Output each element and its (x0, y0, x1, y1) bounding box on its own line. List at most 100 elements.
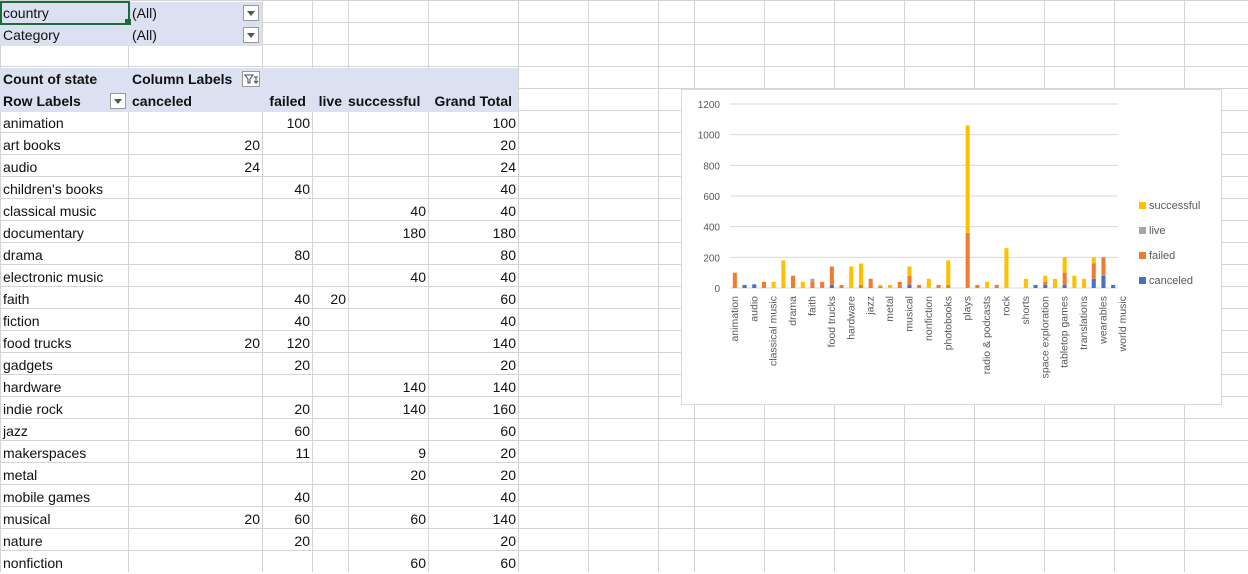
cell-successful[interactable]: 40 (410, 203, 426, 219)
cell-canceled[interactable]: 24 (244, 159, 260, 175)
cell-canceled[interactable] (132, 354, 260, 376)
cell-failed[interactable] (262, 464, 310, 486)
column-labels-header[interactable]: Column Labels (132, 71, 233, 87)
cell-live[interactable] (312, 398, 346, 420)
cell-failed[interactable]: 40 (294, 313, 310, 329)
country-dropdown-icon[interactable] (243, 5, 259, 21)
row-label[interactable]: hardware (3, 379, 62, 395)
row-label[interactable]: nature (3, 533, 43, 549)
row-label[interactable]: gadgets (3, 357, 53, 373)
cell-live[interactable] (312, 244, 346, 266)
row-label[interactable]: animation (3, 115, 64, 131)
cell-successful[interactable] (348, 486, 426, 508)
cell-live[interactable]: 20 (330, 291, 346, 307)
cell-canceled[interactable] (132, 464, 260, 486)
cell-successful[interactable] (348, 178, 426, 200)
row-label[interactable]: nonfiction (3, 555, 63, 571)
row-label[interactable]: fiction (3, 313, 40, 329)
cell-canceled[interactable] (132, 200, 260, 222)
row-label[interactable]: electronic music (3, 269, 104, 285)
filter-value-category[interactable]: (All) (132, 27, 157, 43)
cell-canceled[interactable] (132, 442, 260, 464)
cell-live[interactable] (312, 354, 346, 376)
cell-grand-total[interactable]: 20 (500, 467, 516, 483)
row-label[interactable]: metal (3, 467, 38, 483)
cell-live[interactable] (312, 464, 346, 486)
fill-handle[interactable] (125, 19, 131, 25)
cell-grand-total[interactable]: 140 (492, 335, 516, 351)
cell-grand-total[interactable]: 40 (500, 489, 516, 505)
cell-successful[interactable] (348, 134, 426, 156)
cell-canceled[interactable] (132, 244, 260, 266)
cell-grand-total[interactable]: 180 (492, 225, 516, 241)
cell-live[interactable] (312, 376, 346, 398)
cell-grand-total[interactable]: 20 (500, 137, 516, 153)
cell-canceled[interactable] (132, 552, 260, 574)
cell-canceled[interactable]: 20 (244, 137, 260, 153)
cell-successful[interactable]: 60 (410, 511, 426, 527)
cell-failed[interactable]: 20 (294, 357, 310, 373)
cell-failed[interactable]: 120 (286, 335, 310, 351)
cell-grand-total[interactable]: 20 (500, 445, 516, 461)
cell-live[interactable] (312, 508, 346, 530)
cell-successful[interactable] (348, 112, 426, 134)
cell-successful[interactable] (348, 310, 426, 332)
cell-successful[interactable] (348, 244, 426, 266)
cell-grand-total[interactable]: 80 (500, 247, 516, 263)
row-label[interactable]: children's books (3, 181, 103, 197)
cell-live[interactable] (312, 156, 346, 178)
cell-live[interactable] (312, 332, 346, 354)
cell-successful[interactable] (348, 288, 426, 310)
cell-grand-total[interactable]: 100 (492, 115, 516, 131)
cell-failed[interactable] (262, 134, 310, 156)
cell-grand-total[interactable]: 60 (500, 423, 516, 439)
cell-canceled[interactable] (132, 222, 260, 244)
cell-failed[interactable] (262, 222, 310, 244)
category-dropdown-icon[interactable] (243, 27, 259, 43)
cell-live[interactable] (312, 112, 346, 134)
cell-grand-total[interactable]: 24 (500, 159, 516, 175)
cell-canceled[interactable] (132, 420, 260, 442)
cell-grand-total[interactable]: 40 (500, 269, 516, 285)
cell-failed[interactable]: 100 (286, 115, 310, 131)
cell-grand-total[interactable]: 140 (492, 379, 516, 395)
cell-canceled[interactable] (132, 310, 260, 332)
cell-live[interactable] (312, 530, 346, 552)
cell-grand-total[interactable]: 160 (492, 401, 516, 417)
cell-successful[interactable]: 140 (402, 401, 426, 417)
cell-live[interactable] (312, 200, 346, 222)
cell-successful[interactable]: 20 (410, 467, 426, 483)
cell-failed[interactable] (262, 376, 310, 398)
cell-failed[interactable]: 20 (294, 401, 310, 417)
cell-successful[interactable]: 40 (410, 269, 426, 285)
row-label[interactable]: classical music (3, 203, 97, 219)
cell-canceled[interactable] (132, 266, 260, 288)
cell-failed[interactable]: 40 (294, 291, 310, 307)
row-label[interactable]: art books (3, 137, 61, 153)
column-filter-icon[interactable] (242, 71, 260, 87)
cell-successful[interactable]: 140 (402, 379, 426, 395)
filter-value-country[interactable]: (All) (132, 5, 157, 21)
cell-grand-total[interactable]: 60 (500, 555, 516, 571)
cell-failed[interactable]: 80 (294, 247, 310, 263)
cell-successful[interactable]: 60 (410, 555, 426, 571)
cell-canceled[interactable] (132, 178, 260, 200)
row-label[interactable]: drama (3, 247, 43, 263)
cell-failed[interactable]: 60 (294, 511, 310, 527)
row-label[interactable]: musical (3, 511, 51, 527)
row-labels-dropdown-icon[interactable] (110, 93, 126, 109)
cell-failed[interactable] (262, 552, 310, 574)
cell-live[interactable] (312, 266, 346, 288)
row-label[interactable]: documentary (3, 225, 84, 241)
cell-live[interactable] (312, 178, 346, 200)
cell-failed[interactable] (262, 266, 310, 288)
filter-field-country[interactable]: country (3, 5, 49, 21)
cell-canceled[interactable] (132, 530, 260, 552)
cell-successful[interactable] (348, 530, 426, 552)
cell-failed[interactable]: 40 (294, 489, 310, 505)
filter-field-category[interactable]: Category (3, 27, 60, 43)
cell-live[interactable] (312, 486, 346, 508)
cell-grand-total[interactable]: 140 (492, 511, 516, 527)
cell-canceled[interactable] (132, 376, 260, 398)
cell-live[interactable] (312, 310, 346, 332)
